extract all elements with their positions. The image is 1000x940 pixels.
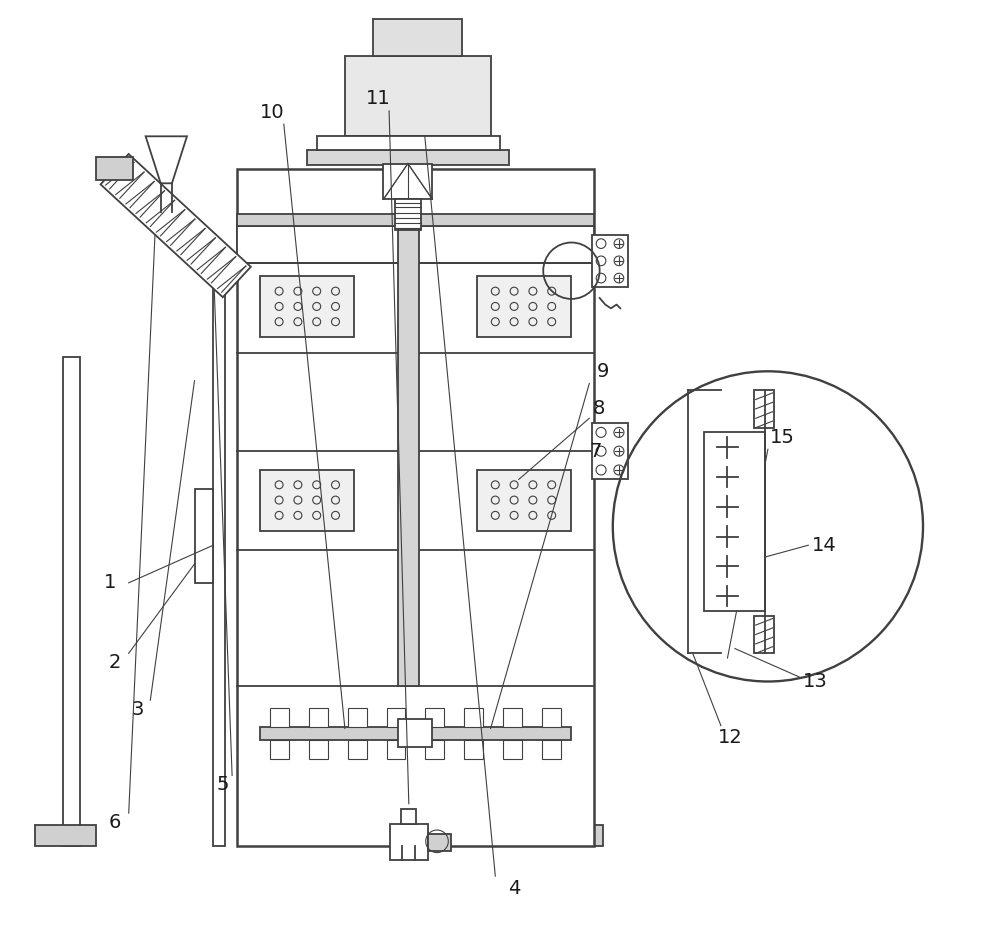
Text: 12: 12 bbox=[718, 728, 743, 747]
Bar bbox=[213, 263, 225, 846]
Bar bbox=[270, 740, 289, 759]
Polygon shape bbox=[146, 136, 187, 183]
Bar bbox=[425, 740, 444, 759]
Text: 13: 13 bbox=[803, 672, 827, 691]
Bar bbox=[542, 825, 603, 846]
Bar bbox=[348, 740, 367, 759]
Bar bbox=[35, 825, 96, 846]
Bar bbox=[309, 708, 328, 727]
Text: 9: 9 bbox=[597, 362, 610, 381]
Bar bbox=[345, 56, 491, 136]
Bar bbox=[503, 740, 522, 759]
Bar bbox=[317, 136, 500, 150]
Text: 6: 6 bbox=[108, 813, 121, 832]
Bar bbox=[63, 357, 80, 846]
Bar bbox=[542, 708, 561, 727]
Bar bbox=[270, 708, 289, 727]
Bar bbox=[401, 809, 416, 824]
Bar bbox=[195, 489, 213, 583]
Bar bbox=[387, 708, 405, 727]
Bar bbox=[592, 423, 628, 479]
Text: 5: 5 bbox=[216, 776, 229, 794]
Bar bbox=[387, 740, 405, 759]
Bar bbox=[348, 708, 367, 727]
Bar bbox=[754, 390, 774, 428]
Bar bbox=[237, 214, 594, 226]
Bar bbox=[373, 19, 462, 56]
Bar bbox=[398, 719, 432, 747]
Polygon shape bbox=[101, 154, 251, 297]
Bar bbox=[260, 470, 354, 530]
Text: 11: 11 bbox=[365, 89, 390, 108]
Bar bbox=[237, 169, 594, 846]
Bar bbox=[309, 740, 328, 759]
Text: 14: 14 bbox=[812, 536, 837, 555]
Bar bbox=[428, 834, 451, 851]
Text: 3: 3 bbox=[132, 700, 144, 719]
Bar bbox=[383, 164, 432, 199]
Bar bbox=[754, 616, 774, 653]
Bar bbox=[307, 150, 509, 164]
Text: 2: 2 bbox=[108, 653, 121, 672]
Bar bbox=[425, 708, 444, 727]
Bar bbox=[477, 470, 571, 530]
Bar bbox=[260, 276, 354, 337]
Bar bbox=[704, 432, 765, 611]
Bar bbox=[237, 226, 594, 263]
Bar bbox=[96, 157, 133, 180]
Bar bbox=[464, 740, 483, 759]
Bar bbox=[477, 276, 571, 337]
Bar bbox=[260, 727, 570, 740]
Bar bbox=[503, 708, 522, 727]
Text: 1: 1 bbox=[104, 573, 116, 592]
Bar bbox=[592, 235, 628, 287]
Text: 10: 10 bbox=[260, 103, 285, 122]
Bar bbox=[542, 740, 561, 759]
Bar bbox=[464, 708, 483, 727]
Text: 15: 15 bbox=[770, 428, 794, 446]
Text: 4: 4 bbox=[508, 879, 520, 898]
Text: 8: 8 bbox=[593, 400, 605, 418]
Text: 7: 7 bbox=[590, 442, 602, 461]
Bar bbox=[390, 824, 428, 860]
Bar bbox=[570, 357, 587, 846]
Bar bbox=[398, 230, 419, 686]
Bar bbox=[395, 199, 421, 230]
